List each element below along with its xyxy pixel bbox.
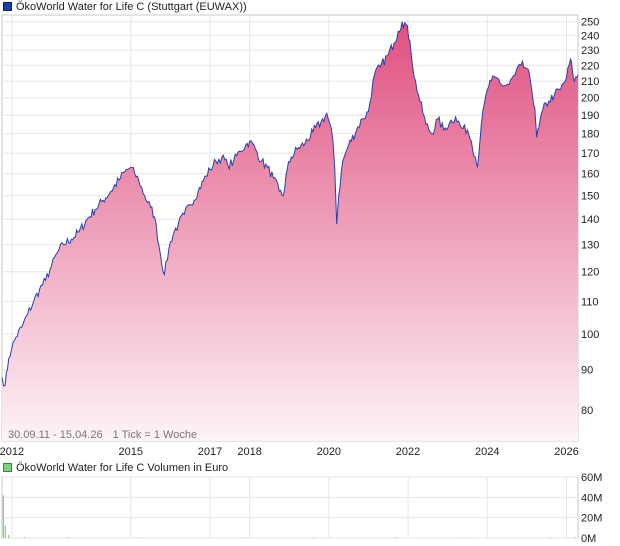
volume-y-tick-label: 0M <box>581 533 596 545</box>
volume-panel: 60M 40M 20M 0M <box>1 472 602 545</box>
price-line <box>1 21 579 387</box>
price-y-tick-label: 90 <box>581 365 593 377</box>
volume-bar <box>396 537 398 538</box>
price-area <box>2 21 578 441</box>
price-y-tick-label: 120 <box>581 267 599 279</box>
volume-bar <box>312 537 315 538</box>
volume-y-tick-label: 60M <box>581 472 602 484</box>
price-y-tick-label: 80 <box>581 405 593 417</box>
volume-bar <box>574 537 576 538</box>
volume-plot-frame <box>1 476 579 539</box>
price-y-tick-label: 140 <box>581 214 599 226</box>
price-y-tick-label: 200 <box>581 93 599 105</box>
price-y-axis: 80 90 100 110 120 130 140 150 160 170 180 190 200 210… <box>581 17 599 417</box>
price-legend-label: ÖkoWorld Water for Life C (Stuttgart (EU… <box>16 1 247 13</box>
volume-bars <box>2 495 576 538</box>
price-y-tick-label: 220 <box>581 60 599 72</box>
date-range-text: 30.09.11 - 15.04.26 <box>8 429 103 441</box>
price-y-tick-label: 150 <box>581 191 599 203</box>
price-y-tick-label: 110 <box>581 296 599 308</box>
price-y-tick-label: 210 <box>581 76 599 88</box>
volume-legend: ÖkoWorld Water for Life C Volumen in Eur… <box>3 461 228 475</box>
price-legend: ÖkoWorld Water for Life C (Stuttgart (EU… <box>3 0 247 14</box>
price-y-tick-label: 250 <box>581 17 599 29</box>
price-y-tick-label: 130 <box>581 239 599 251</box>
price-x-tick-label: 2020 <box>317 446 341 458</box>
price-y-tick-label: 160 <box>581 169 599 181</box>
volume-y-axis: 60M 40M 20M 0M <box>581 472 602 545</box>
price-y-tick-label: 180 <box>581 129 599 141</box>
price-panel: 80 90 100 110 120 130 140 150 160 170 180 190 200 210… <box>0 14 599 458</box>
volume-bar <box>550 537 552 538</box>
price-y-tick-label: 100 <box>581 329 599 341</box>
volume-legend-swatch <box>3 463 12 472</box>
volume-bar <box>4 525 6 538</box>
volume-bar <box>241 537 243 538</box>
date-range-note: 30.09.11 - 15.04.26 1 Tick = 1 Woche <box>8 429 197 441</box>
price-y-tick-label: 240 <box>581 31 599 43</box>
volume-bar <box>23 536 25 538</box>
volume-legend-label: ÖkoWorld Water for Life C Volumen in Eur… <box>16 462 229 474</box>
volume-grid <box>2 476 578 539</box>
volume-bar <box>67 537 69 538</box>
price-x-tick-label: 2015 <box>119 446 143 458</box>
volume-bar <box>138 537 140 538</box>
volume-y-tick-label: 20M <box>581 513 602 525</box>
tick-interval-text: 1 Tick = 1 Woche <box>113 429 197 441</box>
price-legend-swatch <box>3 2 12 11</box>
price-x-tick-label: 2022 <box>396 446 420 458</box>
volume-y-tick-label: 40M <box>581 492 602 504</box>
price-y-tick-label: 230 <box>581 45 599 57</box>
price-x-tick-label: 2018 <box>237 446 261 458</box>
price-y-tick-label: 170 <box>581 148 599 160</box>
price-x-tick-label: 2012 <box>0 446 24 458</box>
volume-bar <box>2 495 4 538</box>
volume-bar <box>463 537 465 538</box>
price-x-tick-label: 2026 <box>554 446 578 458</box>
price-y-tick-label: 190 <box>581 110 599 122</box>
price-x-axis: 2012 2015 2017 2018 2020 2022 2024 2026 <box>0 446 579 458</box>
volume-bar <box>7 534 10 538</box>
price-x-tick-label: 2024 <box>475 446 499 458</box>
price-x-tick-label: 2017 <box>198 446 222 458</box>
